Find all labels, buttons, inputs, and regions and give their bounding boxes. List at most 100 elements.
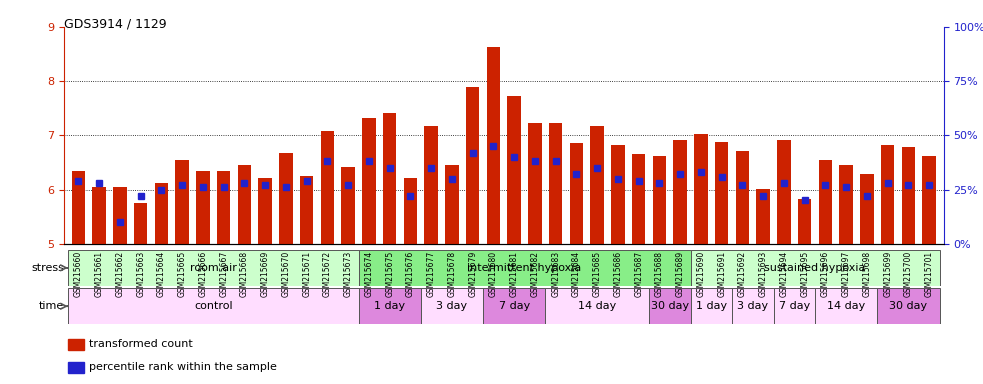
Text: GSM215692: GSM215692: [738, 251, 747, 297]
Text: control: control: [194, 301, 233, 311]
Bar: [466, 86, 480, 244]
Text: percentile rank within the sample: percentile rank within the sample: [88, 362, 276, 372]
Text: GSM215674: GSM215674: [365, 251, 374, 297]
Text: 1 day: 1 day: [696, 301, 726, 311]
Bar: [546, 288, 649, 324]
Text: GSM215665: GSM215665: [178, 251, 187, 297]
Bar: [92, 187, 106, 244]
Bar: [238, 165, 252, 244]
Text: GSM215673: GSM215673: [344, 251, 353, 297]
Text: GSM215699: GSM215699: [883, 251, 893, 297]
Bar: [68, 339, 85, 350]
Bar: [901, 147, 915, 244]
Bar: [68, 362, 85, 372]
Bar: [113, 187, 127, 244]
Text: GSM215671: GSM215671: [302, 251, 312, 297]
Text: GSM215669: GSM215669: [260, 251, 269, 297]
Bar: [815, 288, 877, 324]
Bar: [341, 167, 355, 244]
Bar: [175, 160, 189, 244]
Text: GSM215660: GSM215660: [74, 251, 83, 297]
Bar: [154, 183, 168, 244]
Text: GSM215689: GSM215689: [675, 251, 684, 297]
Text: 7 day: 7 day: [498, 301, 530, 311]
Text: GSM215672: GSM215672: [323, 251, 332, 297]
Text: GSM215687: GSM215687: [634, 251, 643, 297]
Text: GSM215667: GSM215667: [219, 251, 228, 297]
Bar: [421, 288, 483, 324]
Bar: [778, 140, 790, 244]
Bar: [425, 126, 437, 244]
Bar: [300, 176, 314, 244]
Bar: [673, 140, 687, 244]
Bar: [528, 123, 542, 244]
Text: GSM215685: GSM215685: [593, 251, 602, 297]
Bar: [653, 156, 666, 244]
Text: GSM215686: GSM215686: [613, 251, 622, 297]
Bar: [445, 165, 459, 244]
Text: GSM215698: GSM215698: [862, 251, 871, 297]
Text: GSM215670: GSM215670: [281, 251, 290, 297]
Bar: [197, 170, 209, 244]
Bar: [922, 156, 936, 244]
Text: GSM215684: GSM215684: [572, 251, 581, 297]
Text: GSM215668: GSM215668: [240, 251, 249, 297]
Bar: [68, 250, 359, 286]
Bar: [362, 118, 376, 244]
Bar: [279, 153, 293, 244]
Text: 14 day: 14 day: [827, 301, 865, 311]
Bar: [732, 288, 774, 324]
Bar: [591, 126, 604, 244]
Bar: [611, 145, 624, 244]
Bar: [756, 189, 770, 244]
Bar: [549, 123, 562, 244]
Text: GSM215681: GSM215681: [509, 251, 519, 297]
Text: 1 day: 1 day: [375, 301, 405, 311]
Text: GSM215676: GSM215676: [406, 251, 415, 297]
Text: transformed count: transformed count: [88, 339, 193, 349]
Bar: [570, 144, 583, 244]
Bar: [690, 288, 732, 324]
Bar: [798, 199, 811, 244]
Text: GSM215664: GSM215664: [157, 251, 166, 297]
Bar: [774, 288, 815, 324]
Bar: [715, 142, 728, 244]
Bar: [860, 174, 874, 244]
Bar: [877, 288, 940, 324]
Text: GSM215694: GSM215694: [780, 251, 788, 297]
Text: GSM215700: GSM215700: [904, 251, 913, 297]
Bar: [632, 154, 646, 244]
Text: GSM215678: GSM215678: [447, 251, 456, 297]
Text: GSM215680: GSM215680: [489, 251, 498, 297]
Bar: [694, 134, 708, 244]
Bar: [359, 250, 690, 286]
Bar: [134, 203, 147, 244]
Text: room air: room air: [190, 263, 237, 273]
Bar: [507, 96, 521, 244]
Text: GSM215696: GSM215696: [821, 251, 830, 297]
Bar: [649, 288, 690, 324]
Text: GSM215661: GSM215661: [94, 251, 103, 297]
Text: GSM215677: GSM215677: [427, 251, 435, 297]
Bar: [383, 113, 396, 244]
Text: GSM215666: GSM215666: [199, 251, 207, 297]
Bar: [320, 131, 334, 244]
Bar: [881, 145, 895, 244]
Text: GSM215682: GSM215682: [531, 251, 540, 297]
Bar: [839, 165, 853, 244]
Bar: [819, 160, 833, 244]
Text: GSM215690: GSM215690: [696, 251, 706, 297]
Text: 7 day: 7 day: [779, 301, 810, 311]
Text: time: time: [39, 301, 64, 311]
Text: 30 day: 30 day: [651, 301, 689, 311]
Bar: [404, 178, 417, 244]
Text: GSM215662: GSM215662: [115, 251, 125, 297]
Text: sustained hypoxia: sustained hypoxia: [765, 263, 866, 273]
Bar: [483, 288, 546, 324]
Text: GSM215697: GSM215697: [841, 251, 850, 297]
Text: GSM215693: GSM215693: [759, 251, 768, 297]
Bar: [690, 250, 940, 286]
Text: 3 day: 3 day: [737, 301, 769, 311]
Text: intermittent hypoxia: intermittent hypoxia: [467, 263, 582, 273]
Bar: [217, 170, 230, 244]
